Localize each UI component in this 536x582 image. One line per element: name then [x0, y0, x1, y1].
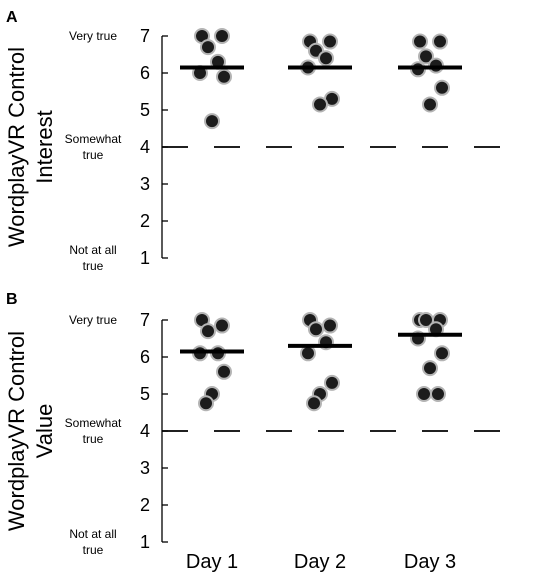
- data-point: [432, 33, 448, 50]
- data-point: [318, 50, 334, 67]
- y-axis-title: WordplayVR Control: [4, 47, 29, 247]
- data-point: [418, 312, 434, 328]
- data-point: [308, 321, 324, 338]
- y-tick-label: 3: [140, 174, 150, 194]
- data-point: [216, 68, 232, 85]
- y-tick-label: 7: [140, 26, 150, 46]
- data-point: [312, 96, 328, 113]
- anchor-label: Not at all: [69, 243, 116, 257]
- y-tick-label: 4: [140, 137, 150, 157]
- y-tick-label: 6: [140, 347, 150, 367]
- anchor-label: true: [83, 543, 104, 557]
- anchor-label: Not at all: [69, 527, 116, 541]
- anchor-label: Very true: [69, 29, 117, 43]
- y-tick-label: 6: [140, 63, 150, 83]
- data-point: [214, 317, 230, 334]
- data-point: [412, 33, 428, 50]
- y-tick-label: 4: [140, 421, 150, 441]
- chart-panel-b: B 1 2 3 4 5 6 7 Very true Somewhat true Not at all t…: [4, 291, 514, 573]
- chart-panel-a: A 1 2 3 4 5 6 7 Very true Somewhat true Not at all t…: [4, 9, 514, 273]
- data-point: [422, 96, 438, 113]
- y-axis-title: Value: [32, 404, 57, 459]
- x-tick-label: Day 3: [404, 551, 456, 573]
- y-tick-label: 2: [140, 211, 150, 231]
- anchor-label: Very true: [69, 313, 117, 327]
- data-point: [216, 363, 232, 380]
- data-point: [322, 317, 338, 334]
- anchor-label: true: [83, 148, 104, 162]
- data-point: [306, 395, 322, 412]
- y-tick-label: 7: [140, 310, 150, 330]
- anchor-label: Somewhat: [65, 132, 122, 146]
- y-tick-label: 5: [140, 100, 150, 120]
- y-tick-label: 5: [140, 384, 150, 404]
- data-point: [434, 345, 450, 362]
- y-tick-label: 3: [140, 458, 150, 478]
- data-point: [214, 28, 230, 44]
- data-point: [200, 39, 216, 56]
- data-point: [430, 386, 446, 402]
- x-tick-label: Day 1: [186, 551, 238, 573]
- y-axis-title: WordplayVR Control: [4, 331, 29, 531]
- anchor-label: Somewhat: [65, 416, 122, 430]
- data-point: [434, 79, 450, 96]
- data-point: [418, 48, 434, 65]
- y-axis-title: Interest: [32, 110, 57, 183]
- data-point: [300, 345, 316, 362]
- y-tick-label: 1: [140, 532, 150, 552]
- anchor-label: true: [83, 259, 104, 273]
- y-tick-label: 2: [140, 495, 150, 515]
- data-point: [422, 360, 438, 377]
- data-point: [324, 374, 340, 391]
- data-point: [204, 113, 220, 130]
- panel-label: A: [6, 9, 18, 26]
- data-point: [198, 395, 214, 412]
- y-tick-label: 1: [140, 248, 150, 268]
- data-point: [200, 323, 216, 340]
- data-point: [416, 386, 432, 402]
- x-tick-label: Day 2: [294, 551, 346, 573]
- panel-label: B: [6, 291, 18, 308]
- data-point: [322, 33, 338, 50]
- anchor-label: true: [83, 432, 104, 446]
